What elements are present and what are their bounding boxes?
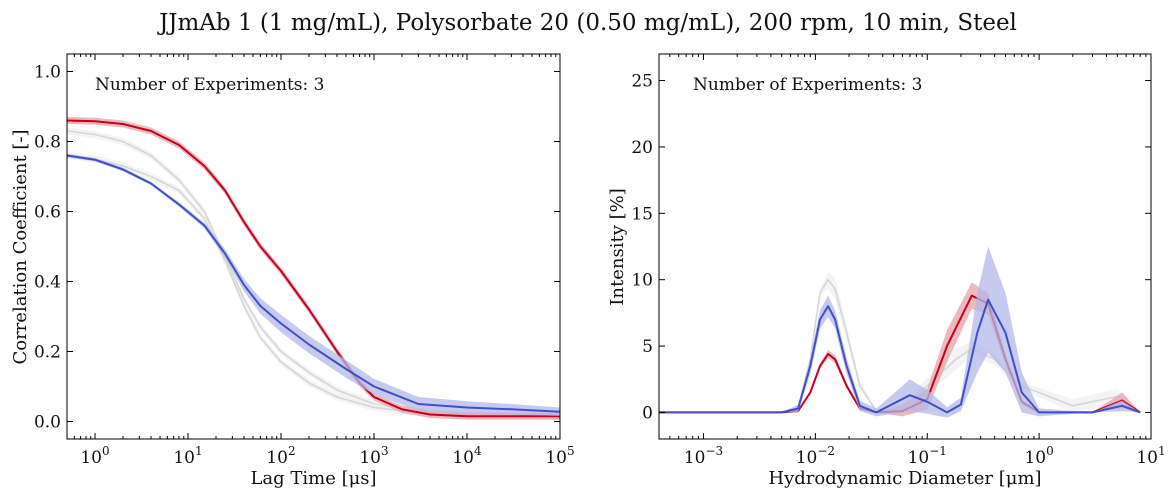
left-annotation: Number of Experiments: 3	[95, 75, 324, 95]
right-y-axis-label: Intensity [%]	[607, 188, 628, 305]
right-annotation: Number of Experiments: 3	[693, 75, 922, 95]
y-tick-label: 0.4	[34, 273, 61, 293]
y-tick-label: 5	[642, 337, 653, 357]
y-tick-label: 25	[631, 72, 653, 92]
series-0-band	[659, 271, 1141, 413]
figure-title: JJmAb 1 (1 mg/mL), Polysorbate 20 (0.50 …	[157, 10, 1017, 36]
left-y-axis-label: Correlation Coefficient [-]	[10, 129, 31, 364]
axes-frame	[658, 53, 1152, 440]
x-tick-label: 10−1	[908, 444, 947, 468]
y-tick-label: 20	[631, 138, 653, 158]
series-1-band	[67, 152, 560, 420]
y-tick-label: 10	[631, 271, 653, 291]
series-2-line	[659, 298, 1141, 414]
y-tick-label: 1.0	[34, 63, 61, 83]
y-tick-label: 0.6	[34, 203, 61, 223]
series-2-line	[67, 119, 560, 418]
x-tick-label: 101	[173, 444, 202, 468]
x-tick-label: 100	[80, 444, 109, 468]
x-tick-label: 101	[1136, 444, 1165, 468]
x-tick-label: 10−3	[684, 444, 723, 468]
plot-area	[659, 246, 1141, 418]
y-tick-label: 0.8	[34, 133, 61, 153]
y-tick-label: 15	[631, 204, 653, 224]
series-2-band	[659, 246, 1141, 418]
y-tick-label: 0	[642, 403, 653, 423]
x-tick-label: 105	[545, 444, 574, 468]
right-x-axis-label: Hydrodynamic Diameter [μm]	[768, 468, 1041, 489]
left-x-axis-label: Lag Time [μs]	[250, 468, 376, 489]
plot-area	[67, 117, 560, 420]
right-panel-intensity: Number of Experiments: 3 Hydrodynamic Di…	[607, 53, 1166, 489]
y-tick-label: 0.2	[34, 343, 61, 363]
axes-frame	[66, 53, 561, 440]
x-tick-label: 10−2	[796, 444, 835, 468]
left-panel-correlation: Number of Experiments: 3 Lag Time [μs] C…	[10, 53, 575, 489]
x-tick-label: 104	[452, 444, 482, 468]
x-tick-label: 102	[266, 444, 295, 468]
series-3-line	[67, 154, 560, 413]
x-tick-label: 103	[359, 444, 388, 468]
y-tick-label: 0.0	[34, 413, 61, 433]
x-tick-label: 100	[1024, 444, 1053, 468]
